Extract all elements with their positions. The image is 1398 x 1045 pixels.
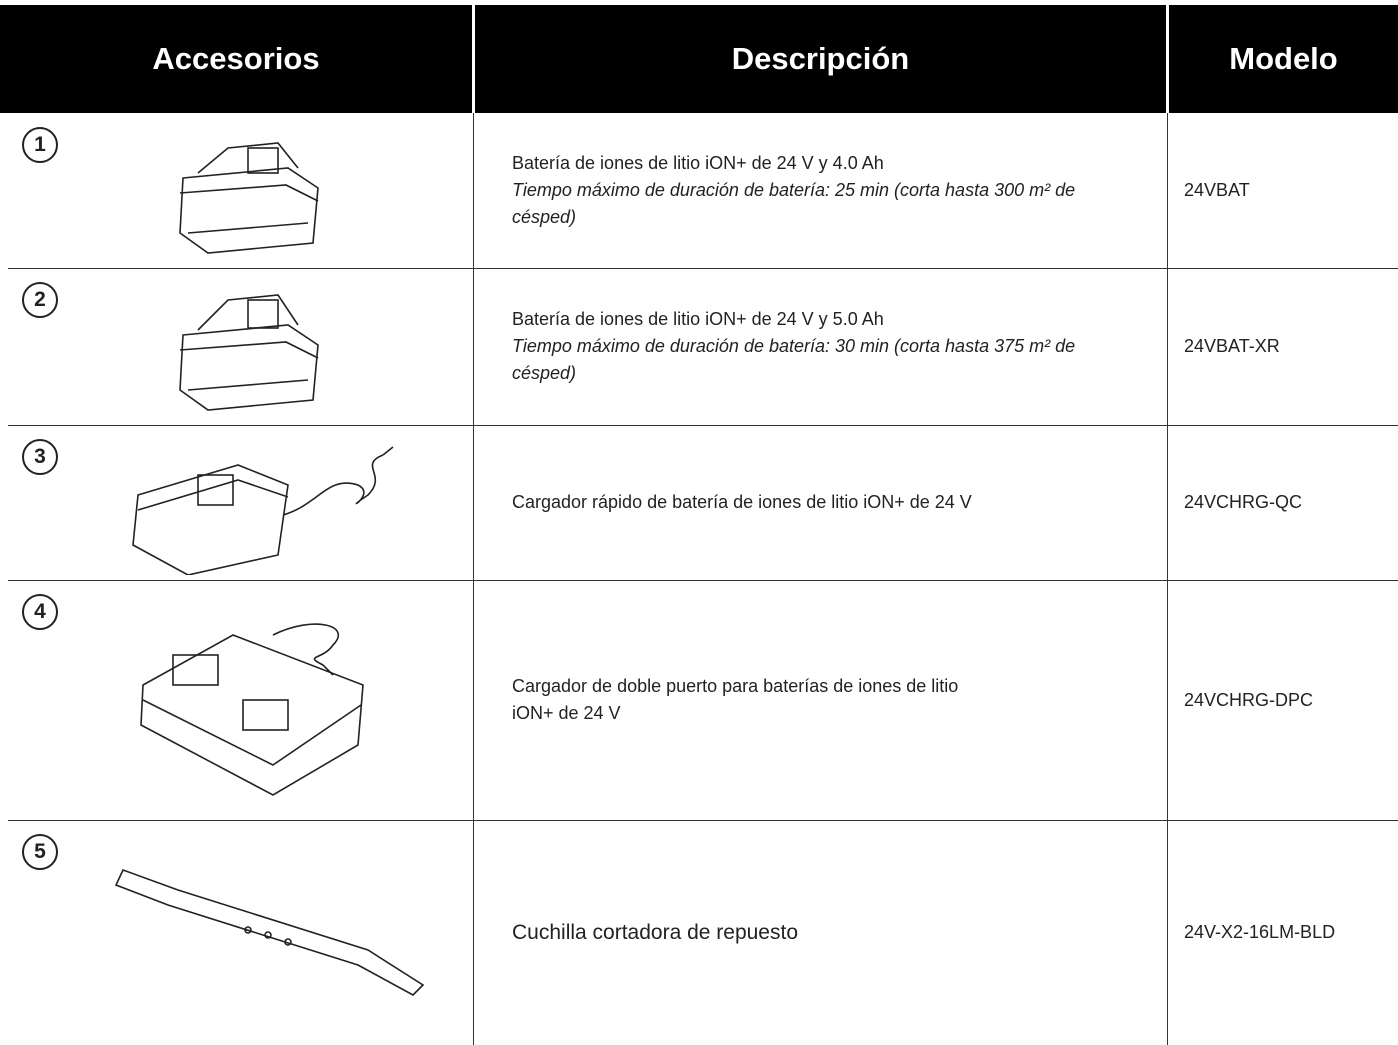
table-row: 2 Batería de iones de litio iON+ de 24 V… bbox=[8, 268, 1398, 426]
description: Cargador rápido de batería de iones de l… bbox=[512, 492, 972, 512]
model-cell: 24VCHRG-DPC bbox=[1167, 580, 1398, 820]
model-cell: 24VBAT-XR bbox=[1167, 268, 1398, 425]
accessory-cell: 2 bbox=[8, 268, 473, 425]
item-number: 5 bbox=[22, 834, 58, 870]
item-number: 4 bbox=[22, 594, 58, 630]
description-cell: Cuchilla cortadora de repuesto bbox=[473, 820, 1167, 1045]
item-number: 2 bbox=[22, 282, 58, 318]
item-number: 1 bbox=[22, 127, 58, 163]
battery-illustration bbox=[179, 142, 319, 254]
model-cell: 24VBAT bbox=[1167, 113, 1398, 268]
blade-illustration bbox=[114, 868, 425, 996]
description: Batería de iones de litio iON+ de 24 V y… bbox=[512, 153, 884, 173]
item-number: 3 bbox=[22, 439, 58, 475]
table-row: 1 Batería de iones de litio iON+ de 24 V… bbox=[8, 113, 1398, 269]
note: Tiempo máximo de duración de batería: 25… bbox=[512, 180, 1076, 227]
table-row: 4 Cargador de doble puerto para baterías… bbox=[8, 580, 1398, 821]
description: Cargador de doble puerto para baterías d… bbox=[512, 676, 959, 723]
table-row: 5 Cuchilla cortadora de repuesto 24V-X2-… bbox=[8, 820, 1398, 1045]
charger-illustration bbox=[132, 446, 394, 575]
header-cell: Accesorios bbox=[0, 5, 472, 113]
accessory-cell: 4 bbox=[8, 580, 473, 820]
model-cell: 24VCHRG-QC bbox=[1167, 425, 1398, 580]
model-cell: 24V-X2-16LM-BLD bbox=[1167, 820, 1398, 1045]
header-cell: Descripción bbox=[475, 5, 1166, 113]
description-cell: Cargador de doble puerto para baterías d… bbox=[473, 580, 1167, 820]
accessory-cell: 1 bbox=[8, 113, 473, 268]
table-row: 3 Cargador rápido de batería de iones de… bbox=[8, 425, 1398, 581]
accessory-cell: 5 bbox=[8, 820, 473, 1045]
description-cell: Cargador rápido de batería de iones de l… bbox=[473, 425, 1167, 580]
charger-illustration bbox=[140, 623, 364, 796]
description: Cuchilla cortadora de repuesto bbox=[512, 921, 799, 944]
note: Tiempo máximo de duración de batería: 30… bbox=[512, 336, 1076, 383]
description-cell: Batería de iones de litio iON+ de 24 V y… bbox=[473, 268, 1167, 425]
battery-illustration bbox=[179, 294, 319, 411]
header-cell: Modelo bbox=[1169, 5, 1398, 113]
accessory-cell: 3 bbox=[8, 425, 473, 580]
description: Batería de iones de litio iON+ de 24 V y… bbox=[512, 309, 884, 329]
description-cell: Batería de iones de litio iON+ de 24 V y… bbox=[473, 113, 1167, 268]
